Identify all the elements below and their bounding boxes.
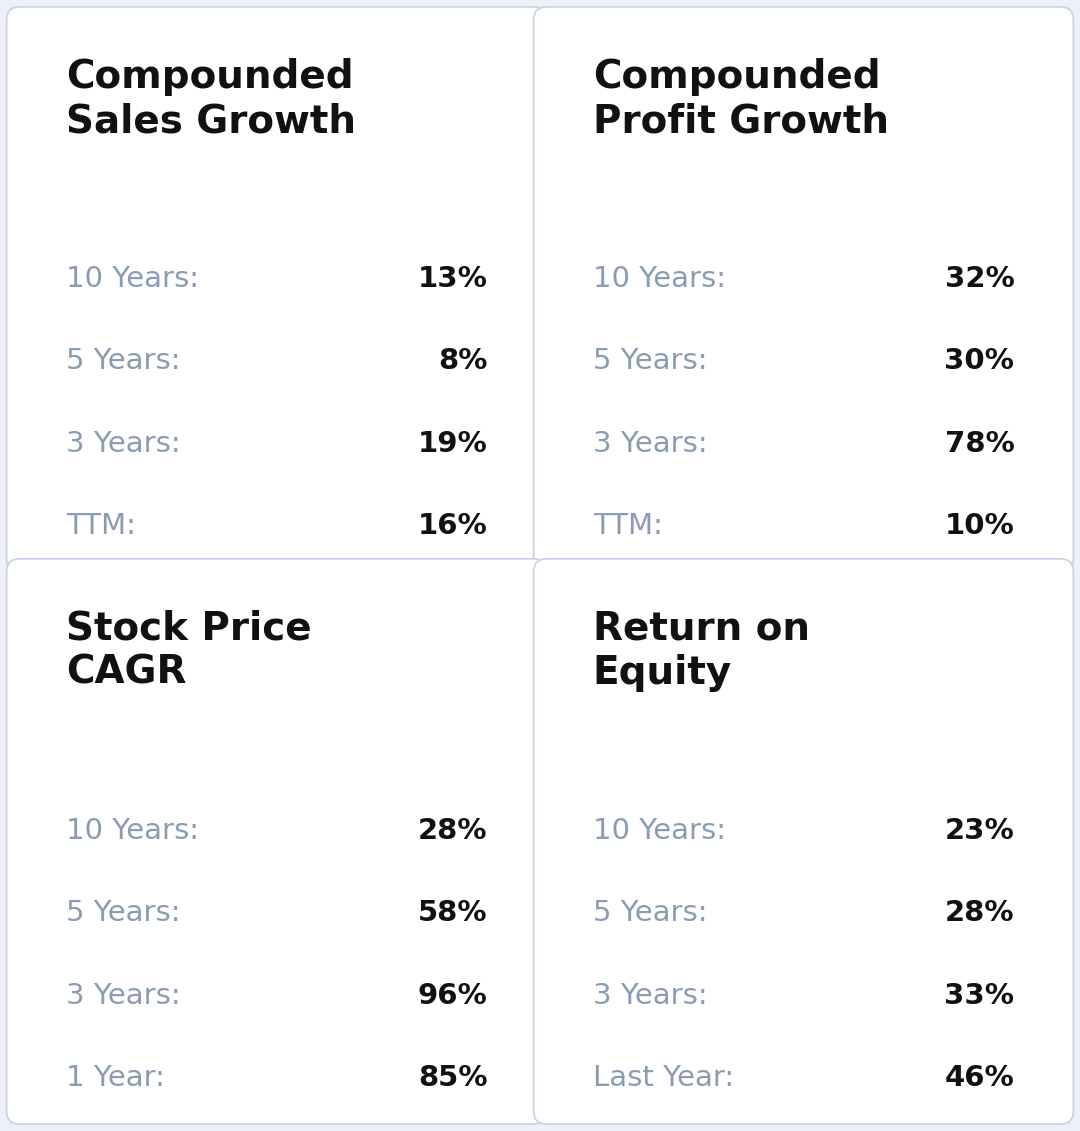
Text: TTM:: TTM: — [593, 512, 663, 541]
Text: 85%: 85% — [418, 1064, 487, 1093]
Text: 3 Years:: 3 Years: — [66, 982, 180, 1010]
Text: 1 Year:: 1 Year: — [66, 1064, 164, 1093]
Text: 32%: 32% — [945, 265, 1014, 293]
Text: Last Year:: Last Year: — [593, 1064, 734, 1093]
Text: 10 Years:: 10 Years: — [593, 265, 726, 293]
Text: 30%: 30% — [944, 347, 1014, 375]
FancyBboxPatch shape — [534, 7, 1074, 572]
Text: Compounded
Sales Growth: Compounded Sales Growth — [66, 58, 355, 140]
Text: 5 Years:: 5 Years: — [593, 347, 707, 375]
Text: 46%: 46% — [945, 1064, 1014, 1093]
Text: 5 Years:: 5 Years: — [593, 899, 707, 927]
Text: TTM:: TTM: — [66, 512, 136, 541]
Text: 33%: 33% — [944, 982, 1014, 1010]
FancyBboxPatch shape — [534, 559, 1074, 1124]
Text: 10%: 10% — [945, 512, 1014, 541]
Text: 96%: 96% — [418, 982, 487, 1010]
Text: 28%: 28% — [945, 899, 1014, 927]
Text: Return on
Equity: Return on Equity — [593, 610, 810, 692]
Text: 78%: 78% — [945, 430, 1014, 458]
Text: 23%: 23% — [945, 817, 1014, 845]
Text: 10 Years:: 10 Years: — [66, 817, 199, 845]
Text: 8%: 8% — [437, 347, 487, 375]
Text: 10 Years:: 10 Years: — [593, 817, 726, 845]
Text: 3 Years:: 3 Years: — [593, 982, 707, 1010]
Text: 3 Years:: 3 Years: — [66, 430, 180, 458]
Text: 58%: 58% — [418, 899, 487, 927]
Text: 28%: 28% — [418, 817, 487, 845]
Text: Stock Price
CAGR: Stock Price CAGR — [66, 610, 311, 692]
Text: 19%: 19% — [418, 430, 487, 458]
Text: Compounded
Profit Growth: Compounded Profit Growth — [593, 58, 889, 140]
Text: 16%: 16% — [418, 512, 487, 541]
Text: 10 Years:: 10 Years: — [66, 265, 199, 293]
Text: 3 Years:: 3 Years: — [593, 430, 707, 458]
Text: 5 Years:: 5 Years: — [66, 347, 180, 375]
Text: 5 Years:: 5 Years: — [66, 899, 180, 927]
Text: 13%: 13% — [417, 265, 487, 293]
FancyBboxPatch shape — [6, 559, 546, 1124]
FancyBboxPatch shape — [6, 7, 546, 572]
